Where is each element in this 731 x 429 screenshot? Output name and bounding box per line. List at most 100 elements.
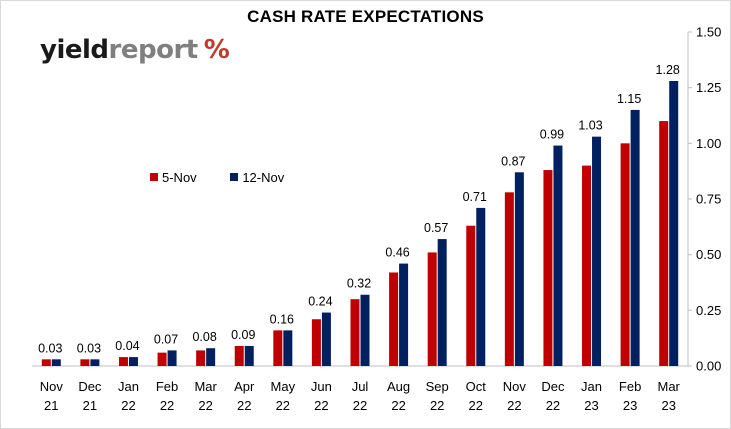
x-tick-label-year: 22	[430, 398, 444, 413]
bar-series-2	[630, 109, 640, 366]
data-label: 0.08	[192, 330, 216, 344]
logo-text-yield: yield	[40, 35, 109, 65]
x-tick-label-year: 22	[276, 398, 290, 413]
x-tick-label-year: 22	[121, 398, 135, 413]
bar-series-2	[167, 350, 177, 366]
logo-text-report: report	[108, 35, 199, 65]
bar-series-1	[273, 330, 283, 366]
x-tick-label-month: Aug	[387, 379, 410, 394]
x-tick-label-year: 22	[314, 398, 328, 413]
x-tick-label-month: Jun	[311, 379, 332, 394]
x-tick-label-month: Sep	[426, 379, 449, 394]
data-label: 0.04	[115, 339, 139, 353]
x-tick-label-year: 22	[353, 398, 367, 413]
data-label: 0.46	[385, 246, 409, 260]
chart-title: CASH RATE EXPECTATIONS	[247, 7, 484, 26]
x-tick-label-month: Jan	[581, 379, 602, 394]
x-tick-label-year: 22	[546, 398, 560, 413]
y-tick-label: 0.25	[696, 303, 721, 318]
x-tick-label-month: May	[271, 379, 296, 394]
bar-series-1	[41, 359, 51, 366]
bar-series-2	[244, 345, 254, 366]
bar-series-2	[321, 312, 331, 366]
bar-series-1	[659, 121, 669, 366]
y-tick-label: 1.25	[696, 80, 721, 95]
y-tick-label: 1.00	[696, 136, 721, 151]
data-label: 0.09	[231, 328, 255, 342]
bar-series-2	[90, 359, 100, 366]
legend-label-series-1: 5-Nov	[162, 169, 197, 185]
bar-series-1	[157, 352, 167, 366]
legend-swatch-series-2	[230, 173, 239, 181]
x-tick-label-month: Mar	[658, 379, 681, 394]
x-tick-label-year: 23	[661, 398, 675, 413]
data-label: 0.16	[270, 312, 294, 326]
x-tick-label-month: Nov	[503, 379, 527, 394]
bar-series-2	[360, 294, 370, 366]
bar-series-1	[350, 299, 360, 366]
logo-percent-icon: %	[203, 35, 230, 65]
chart-legend: 5-Nov 12-Nov	[150, 169, 314, 185]
data-label: 0.71	[463, 190, 487, 204]
bar-series-1	[543, 170, 553, 366]
x-tick-label-month: Oct	[466, 379, 487, 394]
bar-series-2	[476, 207, 486, 366]
x-tick-label-year: 23	[584, 398, 598, 413]
bar-series-2	[399, 263, 409, 366]
x-tick-label-month: Feb	[156, 379, 178, 394]
legend-item-series-1: 5-Nov	[150, 170, 197, 185]
x-tick-label-year: 21	[44, 398, 58, 413]
bar-series-2	[206, 348, 216, 366]
bar-series-2	[592, 136, 602, 366]
bar-series-2	[437, 239, 447, 366]
x-tick-label-month: Apr	[234, 379, 255, 394]
legend-item-series-2: 12-Nov	[230, 170, 284, 185]
bar-series-2	[128, 357, 138, 366]
data-label: 0.87	[501, 154, 525, 168]
bar-series-1	[80, 359, 90, 366]
data-label: 1.15	[617, 92, 641, 106]
bar-series-1	[118, 357, 128, 366]
legend-swatch-series-1	[150, 173, 158, 181]
bar-series-1	[311, 319, 321, 366]
bar-series-2	[283, 330, 293, 366]
bar-series-1	[196, 350, 206, 366]
bar-series-1	[620, 143, 630, 366]
bar-series-2	[669, 80, 679, 366]
bar-series-1	[466, 225, 476, 366]
bar-series-1	[582, 165, 592, 366]
x-tick-label-year: 22	[198, 398, 212, 413]
x-tick-label-month: Jan	[118, 379, 139, 394]
yieldreport-logo: yieldreport%	[40, 34, 230, 66]
data-label: 0.03	[77, 341, 101, 355]
x-tick-label-year: 22	[237, 398, 251, 413]
y-tick-label: 0.00	[696, 359, 721, 374]
y-tick-label: 1.50	[696, 25, 721, 40]
bar-series-1	[504, 192, 514, 366]
data-label: 1.28	[656, 63, 680, 77]
y-tick-label: 0.50	[696, 247, 721, 262]
bar-series-1	[389, 272, 399, 366]
y-tick-label: 0.75	[696, 192, 721, 207]
bar-series-2	[553, 145, 563, 366]
x-tick-label-year: 22	[160, 398, 174, 413]
data-label: 0.99	[540, 128, 564, 142]
data-label: 0.24	[308, 295, 332, 309]
bar-series-1	[234, 345, 244, 366]
data-label: 0.03	[38, 341, 62, 355]
data-label: 0.07	[154, 332, 178, 346]
x-tick-label-month: Nov	[40, 379, 64, 394]
x-tick-label-year: 22	[469, 398, 483, 413]
x-tick-label-month: Mar	[194, 379, 217, 394]
x-tick-label-year: 23	[623, 398, 637, 413]
x-tick-label-year: 22	[507, 398, 521, 413]
x-tick-label-year: 21	[83, 398, 97, 413]
x-tick-label-month: Dec	[78, 379, 102, 394]
x-tick-label-month: Dec	[541, 379, 565, 394]
bar-series-1	[427, 252, 437, 366]
x-tick-label-month: Feb	[619, 379, 641, 394]
x-tick-label-year: 22	[391, 398, 405, 413]
data-label: 1.03	[578, 119, 602, 133]
bar-series-2	[514, 172, 524, 366]
